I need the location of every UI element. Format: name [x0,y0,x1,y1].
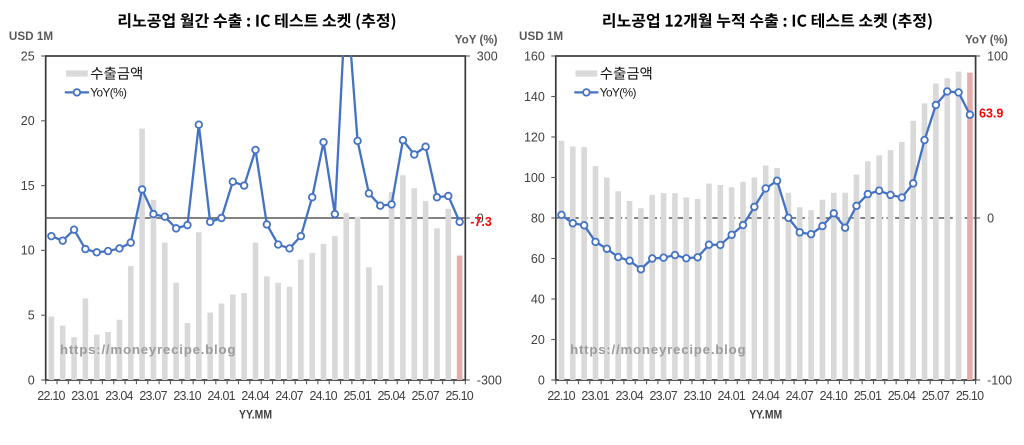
svg-text:24.10: 24.10 [309,389,337,403]
svg-text:23.07: 23.07 [139,389,167,403]
svg-text:22.10: 22.10 [547,389,575,403]
svg-text:63.9: 63.9 [979,107,1003,121]
svg-text:23.01: 23.01 [71,389,99,403]
svg-text:24.07: 24.07 [275,389,303,403]
svg-text:15: 15 [21,179,35,193]
svg-text:https://moneyrecipe.blog: https://moneyrecipe.blog [60,342,236,357]
svg-text:120: 120 [524,130,545,144]
svg-text:100: 100 [524,171,545,185]
svg-text:25.10: 25.10 [956,389,984,403]
svg-text:40: 40 [531,292,545,306]
svg-text:25.07: 25.07 [412,389,440,403]
svg-text:300: 300 [477,49,498,63]
svg-text:25.04: 25.04 [888,389,916,403]
svg-text:0: 0 [28,373,35,387]
svg-text:23.10: 23.10 [684,389,712,403]
svg-text:25: 25 [21,49,35,63]
svg-text:25.01: 25.01 [854,389,882,403]
svg-text:25.01: 25.01 [343,389,371,403]
svg-text:USD 1M: USD 1M [9,30,53,43]
svg-text:160: 160 [524,49,545,63]
svg-text:0: 0 [477,211,484,225]
svg-text:24.04: 24.04 [752,389,780,403]
svg-text:24.10: 24.10 [820,389,848,403]
svg-text:YoY(%): YoY(%) [90,85,127,99]
svg-text:YY.MM: YY.MM [239,410,272,422]
svg-text:-300: -300 [477,373,502,387]
svg-text:5: 5 [28,309,35,323]
svg-text:0: 0 [538,373,545,387]
svg-text:25.10: 25.10 [446,389,474,403]
svg-text:23.07: 23.07 [649,389,677,403]
svg-text:24.01: 24.01 [207,389,235,403]
svg-text:YoY (%): YoY (%) [455,34,498,47]
svg-text:10: 10 [21,244,35,258]
svg-text:25.07: 25.07 [922,389,950,403]
svg-text:YY.MM: YY.MM [749,410,782,422]
svg-text:22.10: 22.10 [37,389,65,403]
svg-text:25.04: 25.04 [377,389,405,403]
svg-text:-100: -100 [987,373,1012,387]
svg-text:100: 100 [987,49,1008,63]
svg-text:23.04: 23.04 [105,389,133,403]
svg-text:24.04: 24.04 [241,389,269,403]
svg-text:24.01: 24.01 [718,389,746,403]
svg-text:20: 20 [531,333,545,347]
svg-text:23.04: 23.04 [615,389,643,403]
svg-text:60: 60 [531,252,545,266]
svg-text:YoY (%): YoY (%) [965,34,1008,47]
svg-text:23.01: 23.01 [581,389,609,403]
svg-text:USD 1M: USD 1M [519,30,563,43]
svg-text:80: 80 [531,211,545,225]
svg-text:140: 140 [524,90,545,104]
svg-text:-7.3: -7.3 [470,215,492,229]
svg-text:0: 0 [987,211,994,225]
svg-text:https://moneyrecipe.blog: https://moneyrecipe.blog [570,342,746,357]
svg-text:24.07: 24.07 [786,389,814,403]
svg-text:YoY(%): YoY(%) [600,85,637,99]
svg-text:20: 20 [21,114,35,128]
svg-text:23.10: 23.10 [173,389,201,403]
